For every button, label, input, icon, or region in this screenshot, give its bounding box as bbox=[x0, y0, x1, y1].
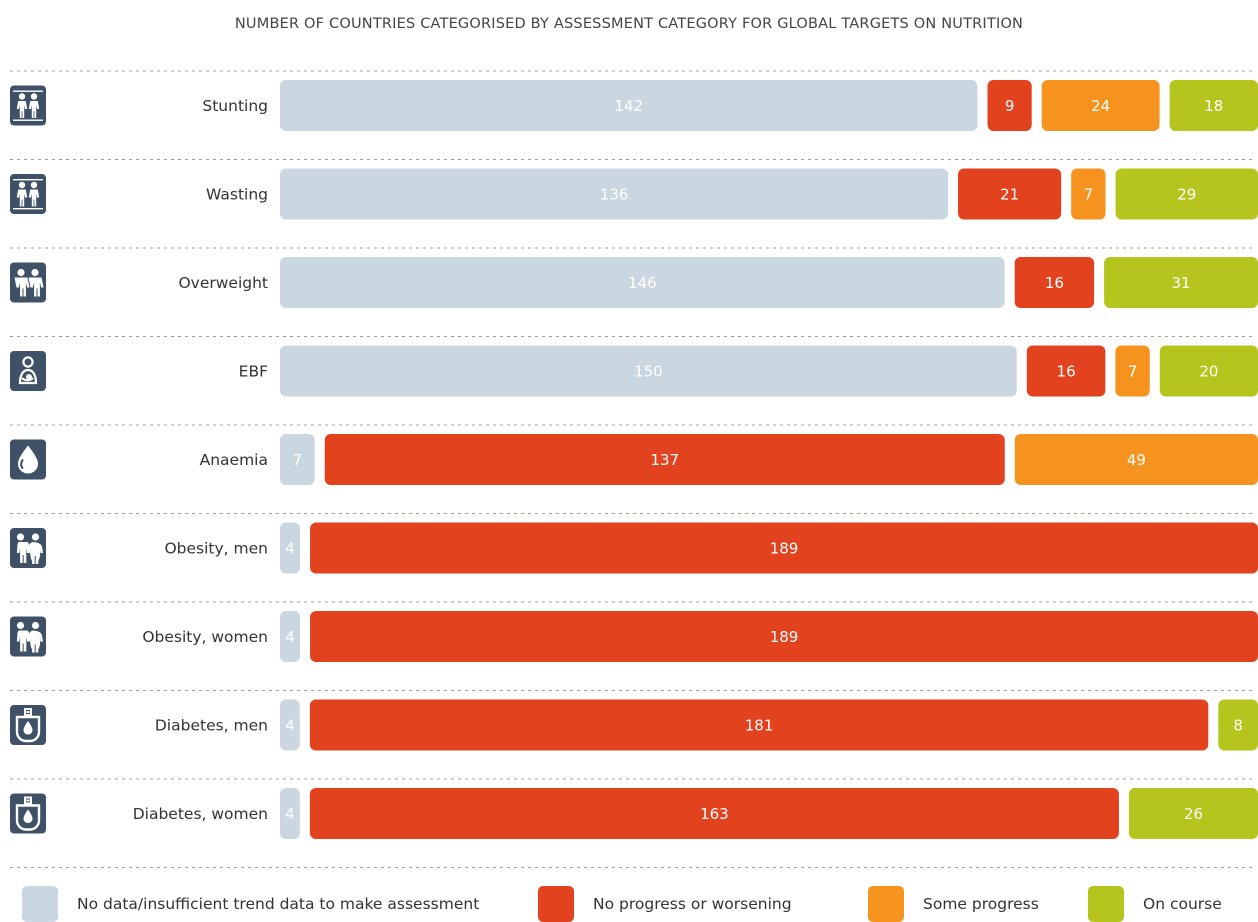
overweight-pair-icon bbox=[10, 262, 46, 303]
data-label-some-progress-wasting: 7 bbox=[1084, 186, 1094, 204]
bar-no-data-overweight bbox=[280, 257, 1005, 308]
bar-no-progress-anaemia bbox=[324, 434, 1005, 485]
category-label-overweight: Overweight bbox=[178, 274, 268, 292]
bar-no-data-wasting bbox=[280, 168, 949, 220]
bar-no-progress-wasting bbox=[958, 168, 1062, 220]
obese-adults-icon bbox=[10, 616, 46, 657]
data-label-some-progress-stunting: 24 bbox=[1091, 97, 1110, 115]
data-label-some-progress-anaemia: 49 bbox=[1127, 451, 1146, 469]
category-label-wasting: Wasting bbox=[206, 186, 268, 204]
bar-on-course-wasting bbox=[1115, 168, 1258, 220]
category-label-obesity-men: Obesity, men bbox=[164, 540, 268, 558]
chart-title: NUMBER OF COUNTRIES CATEGORISED BY ASSES… bbox=[234, 16, 1024, 32]
legend-label-no-progress: No progress or worsening bbox=[593, 895, 792, 913]
legend-label-no-data: No data/insufficient trend data to make … bbox=[77, 895, 480, 913]
data-label-no-data-diabetes-men: 4 bbox=[285, 717, 295, 735]
data-label-no-progress-diabetes-men: 181 bbox=[745, 717, 774, 735]
data-label-no-data-diabetes-women: 4 bbox=[285, 805, 295, 823]
blood-drop-icon bbox=[10, 439, 46, 480]
bar-no-data-stunting bbox=[280, 80, 978, 131]
breastfeeding-icon bbox=[10, 351, 46, 391]
data-label-on-course-wasting: 29 bbox=[1177, 186, 1196, 204]
bar-no-progress-diabetes-men bbox=[309, 699, 1209, 751]
data-label-no-data-ebf: 150 bbox=[634, 363, 663, 381]
legend-item-on-course: On course bbox=[1088, 886, 1222, 922]
data-label-no-progress-diabetes-women: 163 bbox=[700, 805, 729, 823]
bar-some-progress-wasting bbox=[1071, 168, 1106, 220]
category-label-diabetes-men: Diabetes, men bbox=[155, 717, 268, 735]
legend-item-no-data: No data/insufficient trend data to make … bbox=[22, 886, 479, 922]
glucose-meter-icon bbox=[10, 793, 46, 834]
child-pair-icon bbox=[10, 85, 46, 126]
data-label-no-data-overweight: 146 bbox=[628, 274, 657, 292]
data-label-no-data-obesity-men: 4 bbox=[285, 540, 295, 558]
data-label-no-data-anaemia: 7 bbox=[293, 451, 303, 469]
data-label-no-progress-anaemia: 137 bbox=[650, 451, 679, 469]
bar-on-course-stunting bbox=[1169, 80, 1258, 131]
bar-no-data-obesity-women bbox=[280, 611, 301, 662]
data-label-no-progress-obesity-men: 189 bbox=[770, 540, 799, 558]
bar-no-progress-diabetes-women bbox=[309, 788, 1119, 839]
data-label-on-course-diabetes-women: 26 bbox=[1184, 805, 1203, 823]
glucose-meter-icon bbox=[10, 705, 46, 745]
data-label-on-course-diabetes-men: 8 bbox=[1233, 717, 1243, 735]
bar-no-data-obesity-men bbox=[280, 522, 301, 574]
bar-no-progress-stunting bbox=[987, 80, 1032, 131]
legend-label-on-course: On course bbox=[1143, 895, 1222, 913]
data-label-no-progress-ebf: 16 bbox=[1057, 363, 1076, 381]
obese-adults-icon bbox=[10, 528, 46, 568]
category-label-ebf: EBF bbox=[239, 363, 268, 381]
bar-some-progress-ebf bbox=[1115, 345, 1150, 397]
legend-label-some-progress: Some progress bbox=[923, 895, 1039, 913]
bar-on-course-diabetes-men bbox=[1218, 699, 1258, 751]
bar-some-progress-anaemia bbox=[1014, 434, 1258, 485]
bar-no-progress-ebf bbox=[1026, 345, 1106, 397]
data-label-no-progress-obesity-women: 189 bbox=[770, 628, 799, 646]
data-label-no-progress-overweight: 16 bbox=[1045, 274, 1064, 292]
category-label-stunting: Stunting bbox=[202, 97, 268, 115]
data-label-no-progress-stunting: 9 bbox=[1005, 97, 1015, 115]
bar-no-progress-overweight bbox=[1014, 257, 1095, 308]
bar-on-course-ebf bbox=[1159, 345, 1258, 397]
bar-no-data-ebf bbox=[280, 345, 1017, 397]
legend-item-no-progress: No progress or worsening bbox=[538, 886, 792, 922]
data-label-on-course-overweight: 31 bbox=[1172, 274, 1191, 292]
bar-some-progress-stunting bbox=[1041, 80, 1160, 131]
bar-no-progress-obesity-women bbox=[310, 611, 1258, 662]
bar-no-data-diabetes-men bbox=[280, 699, 300, 751]
bar-no-data-anaemia bbox=[280, 434, 315, 485]
data-label-on-course-ebf: 20 bbox=[1199, 363, 1218, 381]
legend-swatch-no-data bbox=[22, 886, 58, 922]
child-pair-icon bbox=[10, 174, 46, 214]
bar-no-progress-obesity-men bbox=[310, 522, 1258, 574]
legend-swatch-no-progress bbox=[538, 886, 574, 922]
bar-on-course-overweight bbox=[1104, 257, 1258, 308]
data-label-no-data-stunting: 142 bbox=[614, 97, 643, 115]
category-label-obesity-women: Obesity, women bbox=[142, 628, 268, 646]
legend-swatch-on-course bbox=[1088, 886, 1124, 922]
bar-on-course-diabetes-women bbox=[1128, 788, 1258, 839]
category-label-anaemia: Anaemia bbox=[200, 451, 268, 469]
data-label-no-progress-wasting: 21 bbox=[1000, 186, 1019, 204]
data-label-some-progress-ebf: 7 bbox=[1128, 363, 1138, 381]
data-label-no-data-wasting: 136 bbox=[600, 186, 629, 204]
bar-no-data-diabetes-women bbox=[280, 788, 300, 839]
legend-item-some-progress: Some progress bbox=[868, 886, 1039, 922]
legend-swatch-some-progress bbox=[868, 886, 904, 922]
category-label-diabetes-women: Diabetes, women bbox=[133, 805, 268, 823]
data-label-no-data-obesity-women: 4 bbox=[285, 628, 295, 646]
data-label-on-course-stunting: 18 bbox=[1204, 97, 1223, 115]
